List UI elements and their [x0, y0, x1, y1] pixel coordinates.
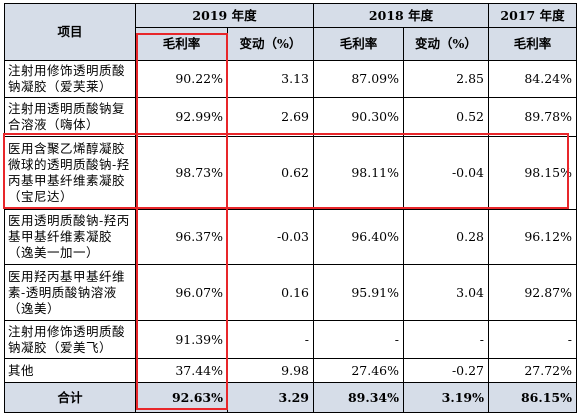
header-change-2019: 变动（%）: [227, 27, 314, 61]
header-change-2018: 变动（%）: [403, 27, 489, 61]
change-2019: 3.13: [227, 60, 314, 98]
margin-2017: -: [488, 320, 577, 359]
change-2018: 0.28: [403, 209, 489, 265]
row-name: 注射用修饰透明质酸钠凝胶（爱美飞）: [4, 320, 136, 359]
margin-2019: 91.39%: [135, 320, 228, 359]
total-margin-2018: 89.34%: [313, 382, 404, 413]
total-change-2019: 3.29: [227, 382, 314, 413]
change-2019: -: [227, 320, 314, 359]
change-2018: 0.52: [403, 97, 489, 137]
margin-2018: -: [313, 320, 404, 359]
row-name: 注射用透明质酸钠复合溶液（嗨体）: [4, 97, 136, 137]
margin-2018: 98.11%: [313, 136, 404, 210]
change-2018: -0.27: [403, 358, 489, 383]
gross-margin-table: 项目 2019 年度 2018 年度 2017 年度 毛利率 变动（%） 毛利率…: [4, 3, 577, 413]
table-row: 注射用修饰透明质酸钠凝胶（爱芙莱） 90.22% 3.13 87.09% 2.8…: [4, 60, 577, 98]
total-margin-2019: 92.63%: [135, 382, 228, 413]
margin-2017: 89.78%: [488, 97, 577, 137]
header-year-2017: 2017 年度: [488, 3, 577, 28]
change-2018: -: [403, 320, 489, 359]
table-row: 注射用透明质酸钠复合溶液（嗨体） 92.99% 2.69 90.30% 0.52…: [4, 97, 577, 137]
row-name: 注射用修饰透明质酸钠凝胶（爱芙莱）: [4, 60, 136, 98]
change-2019: -0.03: [227, 209, 314, 265]
margin-2019: 98.73%: [135, 136, 228, 210]
change-2018: -0.04: [403, 136, 489, 210]
margin-2018: 90.30%: [313, 97, 404, 137]
margin-2019: 96.07%: [135, 264, 228, 321]
change-2018: 2.85: [403, 60, 489, 98]
margin-2017: 27.72%: [488, 358, 577, 383]
change-2019: 0.62: [227, 136, 314, 210]
margin-2017: 98.15%: [488, 136, 577, 210]
row-name: 医用含聚乙烯醇凝胶微球的透明质酸钠-羟丙基甲基纤维素凝胶（宝尼达）: [4, 136, 136, 210]
row-name: 医用羟丙基甲基纤维素-透明质酸钠溶液（逸美）: [4, 264, 136, 321]
margin-2019: 37.44%: [135, 358, 228, 383]
header-item: 项目: [4, 3, 136, 61]
total-label: 合计: [4, 382, 136, 413]
change-2019: 0.16: [227, 264, 314, 321]
change-2019: 9.98: [227, 358, 314, 383]
table-row: 医用羟丙基甲基纤维素-透明质酸钠溶液（逸美） 96.07% 0.16 95.91…: [4, 264, 577, 321]
margin-2018: 96.40%: [313, 209, 404, 265]
header-margin-2017: 毛利率: [488, 27, 577, 61]
table-row: 其他 37.44% 9.98 27.46% -0.27 27.72%: [4, 358, 577, 383]
header-margin-2019: 毛利率: [135, 27, 228, 61]
change-2019: 2.69: [227, 97, 314, 137]
margin-2019: 92.99%: [135, 97, 228, 137]
total-margin-2017: 86.15%: [488, 382, 577, 413]
total-change-2018: 3.19%: [403, 382, 489, 413]
row-name: 医用透明质酸钠-羟丙基甲基纤维素凝胶（逸美一加一）: [4, 209, 136, 265]
change-2018: 3.04: [403, 264, 489, 321]
header-year-2018: 2018 年度: [313, 3, 489, 28]
margin-2017: 84.24%: [488, 60, 577, 98]
margin-2017: 92.87%: [488, 264, 577, 321]
table-row: 医用含聚乙烯醇凝胶微球的透明质酸钠-羟丙基甲基纤维素凝胶（宝尼达） 98.73%…: [4, 136, 577, 210]
table-row: 注射用修饰透明质酸钠凝胶（爱美飞） 91.39% - - - -: [4, 320, 577, 359]
header-margin-2018: 毛利率: [313, 27, 404, 61]
total-row: 合计 92.63% 3.29 89.34% 3.19% 86.15%: [4, 382, 577, 413]
margin-2019: 90.22%: [135, 60, 228, 98]
margin-2018: 95.91%: [313, 264, 404, 321]
table-row: 医用透明质酸钠-羟丙基甲基纤维素凝胶（逸美一加一） 96.37% -0.03 9…: [4, 209, 577, 265]
header-year-2019: 2019 年度: [135, 3, 314, 28]
row-name: 其他: [4, 358, 136, 383]
margin-2017: 96.12%: [488, 209, 577, 265]
margin-2018: 27.46%: [313, 358, 404, 383]
margin-2019: 96.37%: [135, 209, 228, 265]
margin-2018: 87.09%: [313, 60, 404, 98]
